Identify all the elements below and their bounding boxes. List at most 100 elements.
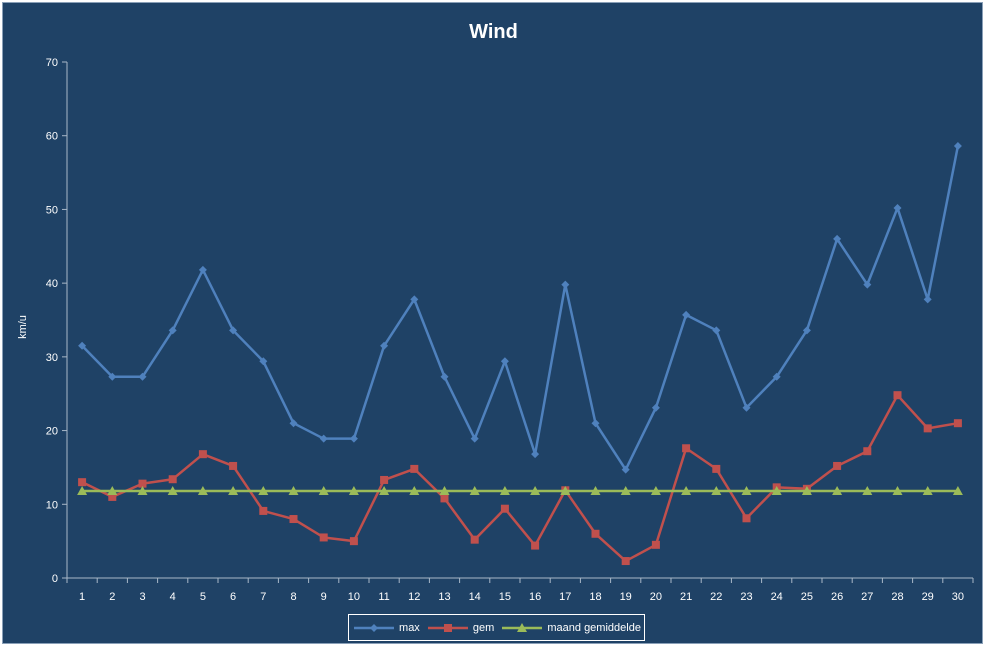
legend-label: gem xyxy=(472,621,495,634)
y-tick-label: 10 xyxy=(46,499,58,511)
x-tick-label: 15 xyxy=(499,591,511,603)
series-line-max xyxy=(81,145,960,471)
data-point-maand-gemiddelde xyxy=(892,486,903,496)
data-point-gem xyxy=(168,475,177,484)
data-point-maand-gemiddelde xyxy=(952,486,963,496)
data-point-gem xyxy=(380,475,389,484)
x-tick-label: 29 xyxy=(922,591,934,603)
legend-swatch xyxy=(427,623,468,632)
data-point-maand-gemiddelde xyxy=(771,486,782,496)
data-point-maand-gemiddelde xyxy=(801,486,812,496)
legend-item-gem: gem xyxy=(426,622,494,634)
data-point-max xyxy=(651,403,660,412)
data-point-max xyxy=(531,450,540,459)
x-tick-label: 21 xyxy=(680,591,692,603)
y-tick-label: 20 xyxy=(46,426,58,438)
x-tick-label: 11 xyxy=(378,591,389,603)
data-point-maand-gemiddelde xyxy=(499,486,510,496)
data-point-max xyxy=(802,326,811,335)
data-point-max xyxy=(78,341,87,350)
y-tick-label: 30 xyxy=(46,352,58,364)
x-tick-label: 20 xyxy=(650,591,662,603)
x-tick-label: 3 xyxy=(139,591,145,603)
data-point-gem xyxy=(198,450,207,459)
data-point-maand-gemiddelde xyxy=(348,486,359,496)
data-point-gem xyxy=(863,447,872,456)
x-tick-label: 23 xyxy=(740,591,752,603)
data-point-maand-gemiddelde xyxy=(137,486,148,496)
data-point-gem xyxy=(682,444,691,453)
data-point-maand-gemiddelde xyxy=(650,486,661,496)
data-point-max xyxy=(621,465,630,474)
data-point-gem xyxy=(229,461,238,470)
data-point-max xyxy=(259,357,268,366)
data-point-gem xyxy=(470,535,479,544)
data-point-maand-gemiddelde xyxy=(620,486,631,496)
data-point-maand-gemiddelde xyxy=(862,486,873,496)
data-point-gem xyxy=(319,533,328,542)
data-point-gem xyxy=(289,515,298,524)
data-point-max xyxy=(833,234,842,243)
data-point-maand-gemiddelde xyxy=(469,486,480,496)
x-tick-label: 7 xyxy=(260,591,266,603)
data-point-gem xyxy=(410,464,419,473)
data-point-maand-gemiddelde xyxy=(741,486,752,496)
x-tick-label: 19 xyxy=(620,591,632,603)
data-point-max xyxy=(742,403,751,412)
data-point-maand-gemiddelde xyxy=(77,486,88,496)
legend-item-maand-gemiddelde: maand gemiddelde xyxy=(500,622,641,634)
data-point-maand-gemiddelde xyxy=(560,486,571,496)
data-point-max xyxy=(349,434,358,443)
x-tick-label: 27 xyxy=(861,591,873,603)
data-point-max xyxy=(712,326,721,335)
data-point-max xyxy=(500,357,509,366)
data-point-maand-gemiddelde xyxy=(711,486,722,496)
data-point-max xyxy=(108,372,117,381)
data-point-max xyxy=(863,280,872,289)
data-point-maand-gemiddelde xyxy=(318,486,329,496)
data-point-max xyxy=(229,326,238,335)
data-point-max xyxy=(289,419,298,428)
data-point-gem xyxy=(259,506,268,515)
x-tick-label: 14 xyxy=(469,591,481,603)
legend-swatch xyxy=(502,622,543,632)
data-point-maand-gemiddelde xyxy=(439,486,450,496)
data-point-maand-gemiddelde xyxy=(922,486,933,496)
data-point-gem xyxy=(923,424,932,433)
data-point-max xyxy=(893,203,902,212)
legend-label: maand gemiddelde xyxy=(547,621,641,634)
data-point-gem xyxy=(651,540,660,549)
x-tick-label: 22 xyxy=(710,591,722,603)
data-point-gem xyxy=(531,541,540,550)
data-point-maand-gemiddelde xyxy=(379,486,390,496)
data-point-maand-gemiddelde xyxy=(258,486,269,496)
data-point-maand-gemiddelde xyxy=(288,486,299,496)
data-point-max xyxy=(319,434,328,443)
data-point-gem xyxy=(712,464,721,473)
x-tick-label: 8 xyxy=(290,591,296,603)
data-point-gem xyxy=(138,479,147,488)
y-tick-label: 60 xyxy=(46,131,58,143)
data-point-max xyxy=(440,372,449,381)
data-point-max xyxy=(470,434,479,443)
data-point-gem xyxy=(591,529,600,538)
data-point-gem xyxy=(621,557,630,566)
legend-label: max xyxy=(399,621,420,634)
x-tick-label: 24 xyxy=(771,591,783,603)
data-point-gem xyxy=(349,537,358,546)
y-tick-label: 50 xyxy=(46,204,58,216)
data-point-max xyxy=(953,142,962,151)
data-point-maand-gemiddelde xyxy=(197,486,208,496)
series-line-gem xyxy=(81,393,959,563)
x-tick-label: 17 xyxy=(559,591,571,603)
data-point-max xyxy=(410,295,419,304)
data-point-gem xyxy=(440,494,449,503)
x-tick-label: 25 xyxy=(801,591,813,603)
data-point-gem xyxy=(953,419,962,428)
x-tick-label: 4 xyxy=(170,591,176,603)
x-tick-label: 16 xyxy=(529,591,541,603)
x-tick-label: 13 xyxy=(438,591,450,603)
x-tick-label: 18 xyxy=(589,591,601,603)
